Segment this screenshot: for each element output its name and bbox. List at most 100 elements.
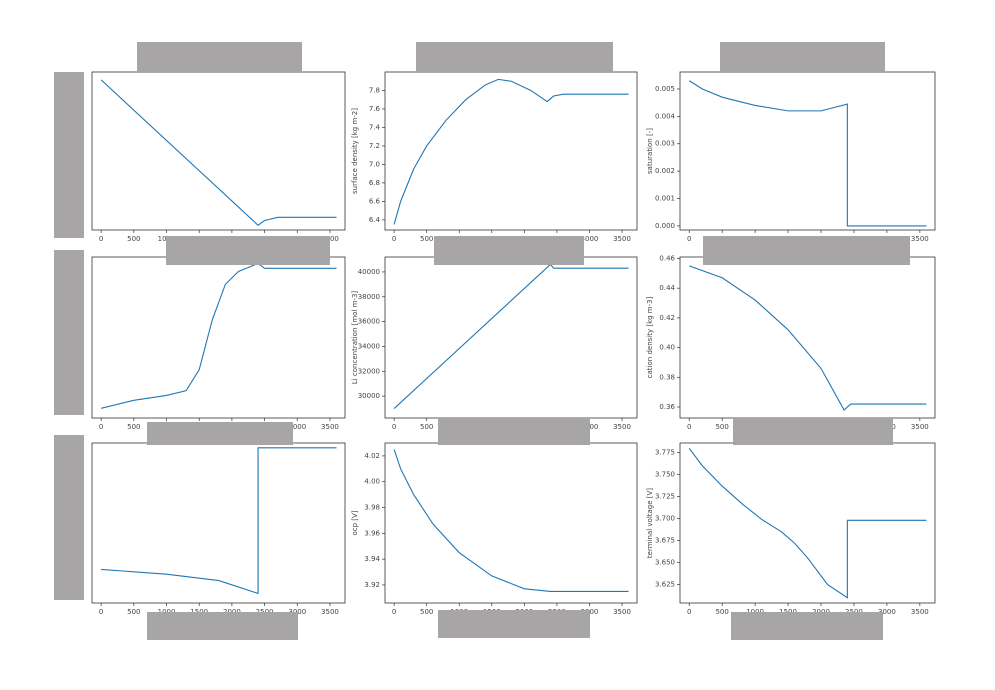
y-tick-label: 0.000 <box>655 222 675 230</box>
plot-frame <box>679 442 936 604</box>
redaction <box>733 418 893 445</box>
y-axis-label: Li concentration [mol m-3] <box>351 291 359 385</box>
redaction <box>720 42 885 72</box>
plot-frame <box>91 442 346 604</box>
x-tick-label: 3500 <box>321 608 339 616</box>
redaction <box>147 422 293 445</box>
redaction <box>438 610 590 638</box>
x-tick-label: 3500 <box>321 423 339 431</box>
y-tick-label: 0.42 <box>659 314 675 322</box>
y-tick-label: 7.2 <box>369 142 380 150</box>
y-tick-label: 30000 <box>358 392 380 400</box>
x-tick-label: 500 <box>420 235 433 243</box>
y-axis-label: ocp [V] <box>351 510 359 535</box>
x-tick-label: 3500 <box>613 423 631 431</box>
redaction <box>416 42 613 72</box>
x-tick-label: 500 <box>420 423 433 431</box>
data-line <box>393 263 629 409</box>
y-tick-label: 0.003 <box>655 140 675 148</box>
data-line <box>393 78 629 225</box>
x-tick-label: 0 <box>687 235 691 243</box>
redaction <box>703 236 910 265</box>
x-tick-label: 0 <box>99 423 103 431</box>
y-tick-label: 0.46 <box>659 254 675 262</box>
y-tick-label: 38000 <box>358 293 380 301</box>
y-tick-label: 7.4 <box>369 123 381 131</box>
y-tick-label: 6.8 <box>369 179 380 187</box>
plots: 0500100015002000250030003500050010001500… <box>91 71 936 616</box>
y-tick-label: 36000 <box>358 318 380 326</box>
x-tick-label: 0 <box>392 608 396 616</box>
x-tick-label: 0 <box>392 423 396 431</box>
data-line <box>101 447 337 595</box>
y-tick-label: 0.38 <box>659 373 675 381</box>
redaction <box>54 72 84 238</box>
y-tick-label: 0.005 <box>655 85 675 93</box>
y-tick-label: 6.6 <box>369 197 381 205</box>
y-tick-label: 3.775 <box>655 449 675 457</box>
redaction <box>166 236 330 265</box>
plot-frame <box>384 71 638 231</box>
y-tick-label: 40000 <box>358 268 380 276</box>
x-tick-label: 0 <box>687 423 691 431</box>
redaction <box>147 612 298 640</box>
data-line <box>393 449 629 592</box>
y-tick-label: 3.92 <box>364 581 380 589</box>
redaction <box>54 250 84 415</box>
y-axis-label: saturation [-] <box>646 128 654 174</box>
y-tick-label: 4.00 <box>364 478 380 486</box>
y-axis-label: surface density [kg m-2] <box>351 108 359 194</box>
redaction <box>438 418 590 445</box>
x-tick-label: 500 <box>127 235 140 243</box>
redactions <box>54 42 910 640</box>
plot-frame <box>679 256 936 419</box>
data-line <box>688 447 927 599</box>
y-tick-label: 0.001 <box>655 195 675 203</box>
y-tick-label: 7.8 <box>369 86 380 94</box>
y-tick-label: 3.650 <box>655 559 675 567</box>
x-tick-label: 0 <box>392 235 396 243</box>
x-tick-label: 500 <box>127 608 140 616</box>
y-axis-label: terminal voltage [V] <box>646 488 654 558</box>
x-tick-label: 3500 <box>911 423 929 431</box>
y-tick-label: 0.002 <box>655 167 675 175</box>
y-tick-label: 3.94 <box>364 555 380 563</box>
redaction <box>434 236 584 265</box>
x-tick-label: 0 <box>99 235 103 243</box>
y-tick-label: 4.02 <box>364 452 380 460</box>
y-tick-label: 0.004 <box>655 112 676 120</box>
y-tick-label: 3.675 <box>655 537 675 545</box>
y-tick-label: 3.750 <box>655 471 675 479</box>
y-tick-label: 0.40 <box>659 344 675 352</box>
x-tick-label: 3000 <box>581 235 599 243</box>
x-tick-label: 3000 <box>878 608 896 616</box>
x-tick-label: 500 <box>127 423 140 431</box>
x-tick-label: 3000 <box>288 423 306 431</box>
x-tick-label: 500 <box>715 423 728 431</box>
y-tick-label: 3.625 <box>655 581 675 589</box>
redaction <box>54 435 84 600</box>
x-tick-label: 3500 <box>911 608 929 616</box>
y-tick-label: 3.98 <box>364 504 380 512</box>
x-tick-label: 3500 <box>613 235 631 243</box>
data-line <box>688 80 927 227</box>
data-line <box>689 265 927 411</box>
plot-frame <box>384 256 638 419</box>
data-line <box>100 79 337 226</box>
y-tick-label: 7.0 <box>369 160 380 168</box>
y-tick-label: 34000 <box>358 342 380 350</box>
plot-frame <box>384 442 638 604</box>
y-tick-label: 0.36 <box>659 403 675 411</box>
x-tick-label: 3500 <box>911 235 929 243</box>
plot-frame <box>91 256 346 419</box>
x-tick-label: 500 <box>420 608 433 616</box>
y-tick-label: 3.700 <box>655 515 675 523</box>
y-tick-label: 3.96 <box>364 529 380 537</box>
redaction <box>731 612 883 640</box>
y-tick-label: 6.4 <box>369 216 381 224</box>
y-tick-label: 7.6 <box>369 105 381 113</box>
x-tick-label: 0 <box>687 608 691 616</box>
redaction <box>137 42 302 72</box>
x-tick-label: 0 <box>99 608 103 616</box>
